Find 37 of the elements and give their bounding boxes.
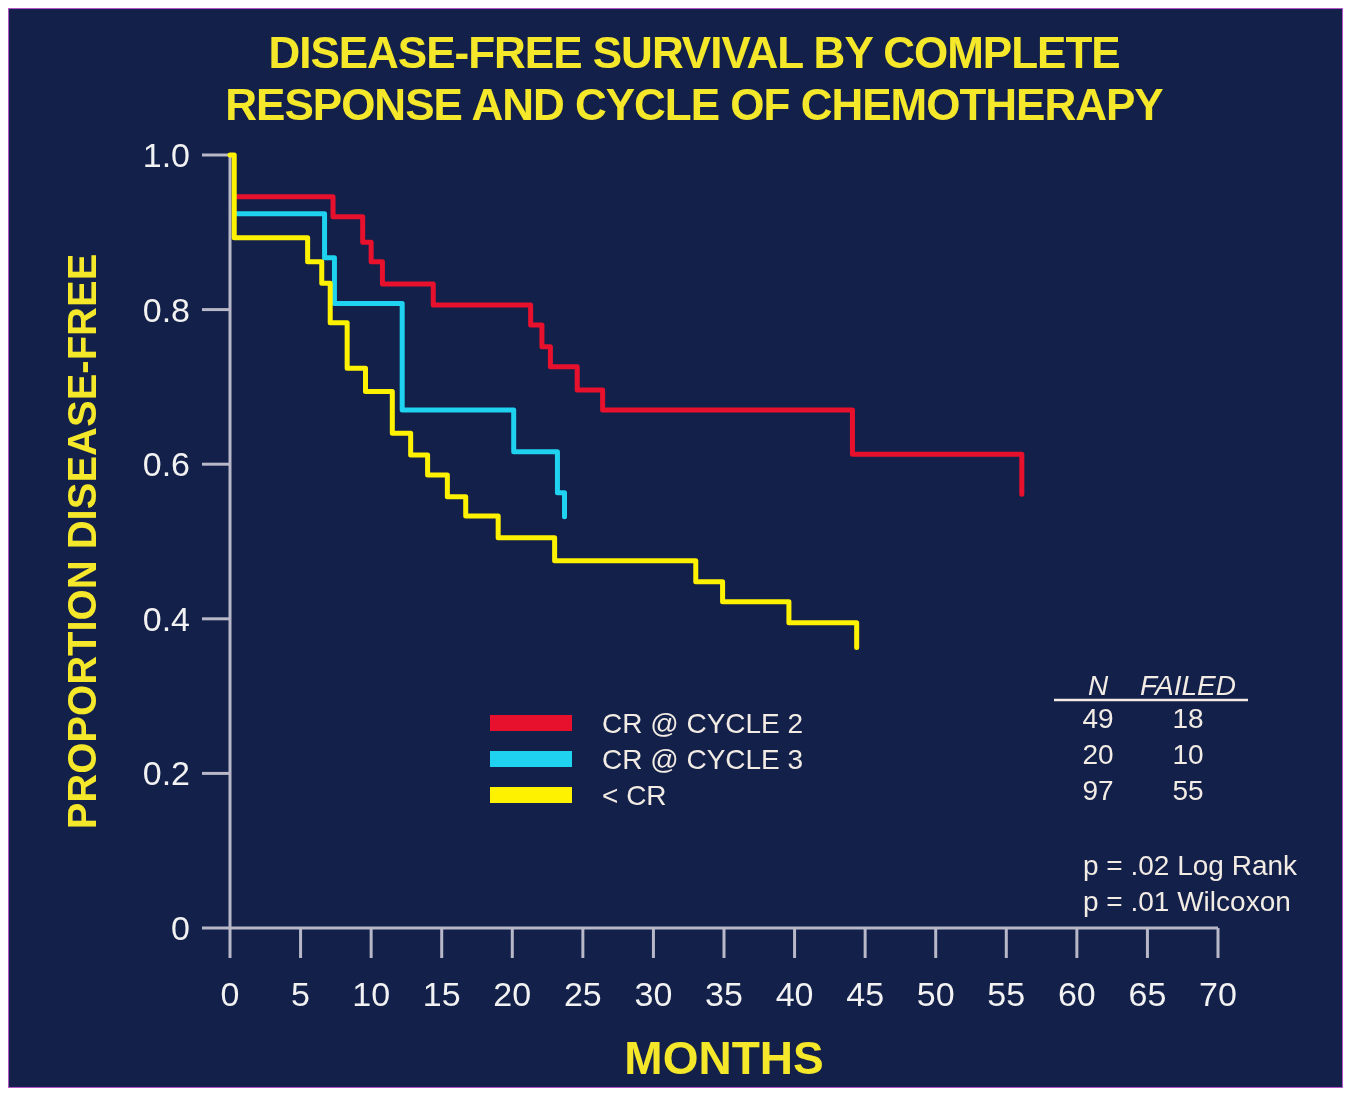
x-tick-label: 30	[634, 975, 673, 1013]
chart-title: DISEASE-FREE SURVIVAL BY COMPLETE RESPONSE AND CYCLE OF CHEMOTHERAPY	[225, 28, 1164, 129]
y-axis-title: PROPORTION DISEASE-FREE	[60, 253, 104, 830]
annotation: 97	[1082, 774, 1114, 806]
legend-label: < CR	[602, 779, 667, 811]
x-tick-label: 50	[916, 975, 955, 1013]
legend-label: CR @ CYCLE 2	[602, 707, 804, 739]
legend-label: CR @ CYCLE 3	[602, 743, 804, 775]
x-axis-title: MONTHS	[624, 1032, 824, 1084]
x-tick-label: 5	[291, 975, 311, 1013]
x-tick-label: 10	[352, 975, 391, 1013]
annotation: 49	[1082, 702, 1114, 734]
x-tick-label: 0	[220, 975, 240, 1013]
annotation: p = .02 Log Rank	[1083, 849, 1299, 881]
x-tick-label: 45	[846, 975, 885, 1013]
x-tick-label: 70	[1199, 975, 1237, 1013]
x-tick-label: 65	[1128, 975, 1167, 1013]
annotation: N	[1087, 669, 1109, 701]
x-tick-label: 25	[563, 975, 602, 1013]
y-tick-label: 0.2	[142, 754, 190, 793]
annotation: FAILED	[1140, 669, 1236, 701]
y-tick-label: 0.4	[142, 599, 190, 638]
x-tick-label: 20	[493, 975, 532, 1013]
annotation: 20	[1082, 738, 1114, 770]
annotation: 10	[1172, 738, 1204, 770]
x-tick-label: 40	[775, 975, 814, 1013]
y-tick-label: 1.0	[142, 135, 190, 174]
x-tick-label: 15	[422, 975, 461, 1013]
annotation: 18	[1172, 702, 1204, 734]
y-tick-label: 0.6	[142, 445, 190, 484]
x-tick-label: 55	[987, 975, 1026, 1013]
y-tick-label: 0	[171, 908, 190, 947]
x-tick-label: 35	[705, 975, 743, 1013]
y-tick-label: 0.8	[142, 290, 190, 329]
annotation: p = .01 Wilcoxon	[1083, 885, 1291, 917]
annotation: 55	[1172, 774, 1204, 806]
x-tick-label: 60	[1057, 975, 1096, 1013]
